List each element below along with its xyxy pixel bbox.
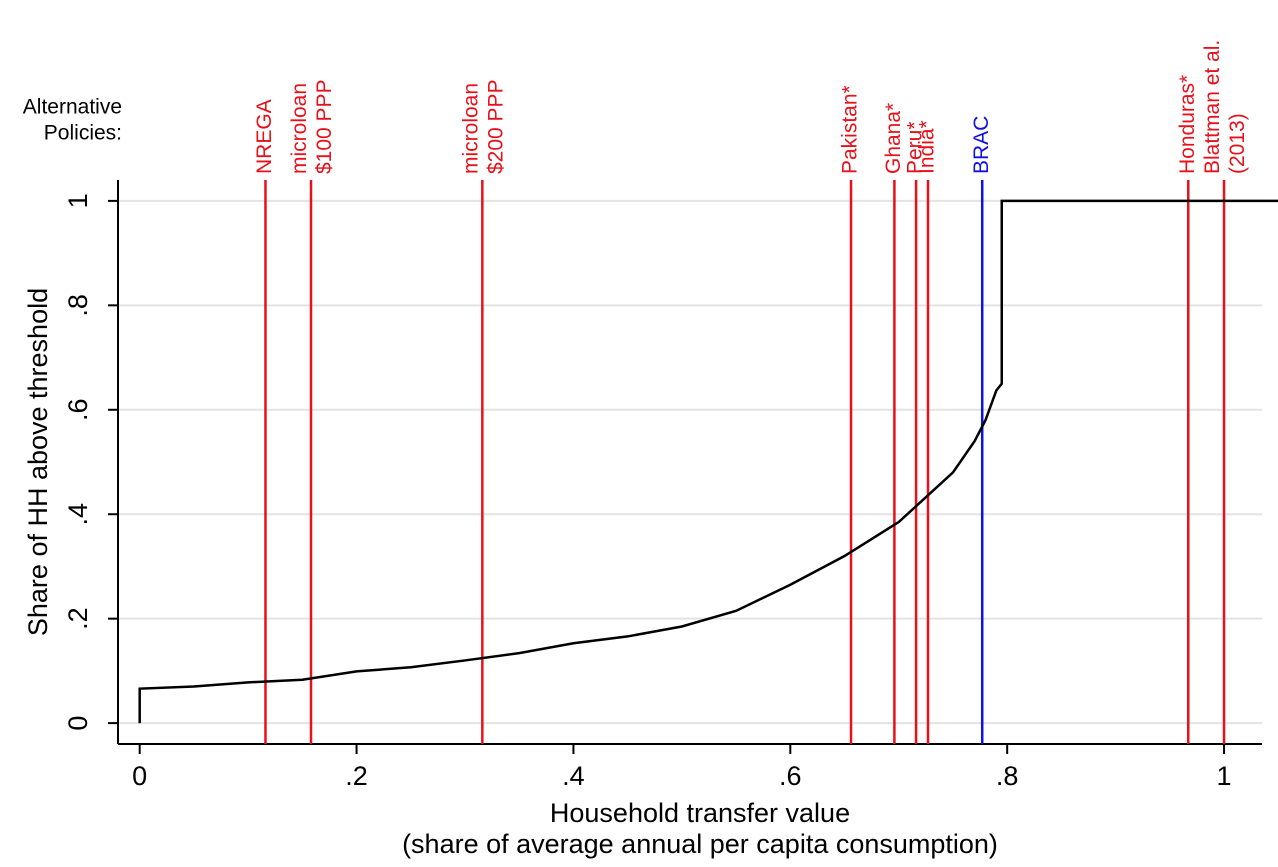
y-tick-label: .8 [63, 294, 93, 317]
y-tick-label: .6 [63, 399, 93, 422]
y-tick-label: 0 [63, 716, 93, 731]
annotation: Alternative [23, 96, 122, 119]
x-tick-label: .2 [345, 761, 368, 791]
x-tick-label: 0 [132, 761, 147, 791]
x-axis-title: (share of average annual per capita cons… [402, 829, 998, 859]
policy-label: $100 PPP [313, 79, 336, 174]
policy-label: microloan [459, 83, 482, 174]
x-tick-label: .8 [996, 761, 1019, 791]
policy-label: Pakistan* [839, 85, 862, 174]
x-axis-title: Household transfer value [550, 798, 850, 828]
curve [138, 199, 1278, 724]
y-tick-label: 1 [63, 193, 93, 208]
policy-label: Peru* [904, 121, 927, 174]
x-tick-label: .6 [779, 761, 802, 791]
x-tick-label: 1 [1217, 761, 1232, 791]
x-tick-label: .4 [562, 761, 585, 791]
policy-label: microloan [288, 83, 311, 174]
policy-label: Blattman et al. [1201, 40, 1224, 174]
policy-label: NREGA [253, 99, 276, 174]
policy-label: Ghana* [882, 103, 905, 174]
policy-label: Honduras* [1176, 75, 1199, 174]
policy-label: $200 PPP [484, 79, 507, 174]
policy-label: BRAC [970, 116, 993, 174]
y-tick-label: .4 [63, 503, 93, 526]
y-tick-label: .2 [63, 607, 93, 630]
y-axis-title: Share of HH above threshold [23, 288, 53, 636]
annotation: Policies: [44, 122, 122, 145]
policy-label: India* [916, 120, 939, 174]
policy-label: (2013) [1226, 113, 1249, 174]
